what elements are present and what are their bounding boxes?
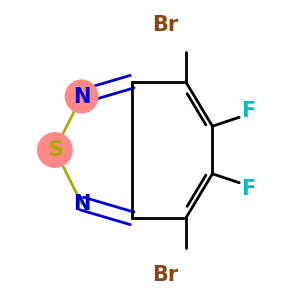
Text: F: F	[241, 178, 255, 199]
Text: Br: Br	[152, 265, 178, 285]
Text: N: N	[73, 86, 90, 106]
Text: Br: Br	[152, 15, 178, 35]
Text: N: N	[73, 194, 90, 214]
Circle shape	[38, 133, 72, 167]
Text: S: S	[47, 140, 63, 160]
Text: F: F	[241, 101, 255, 122]
Circle shape	[65, 80, 98, 113]
